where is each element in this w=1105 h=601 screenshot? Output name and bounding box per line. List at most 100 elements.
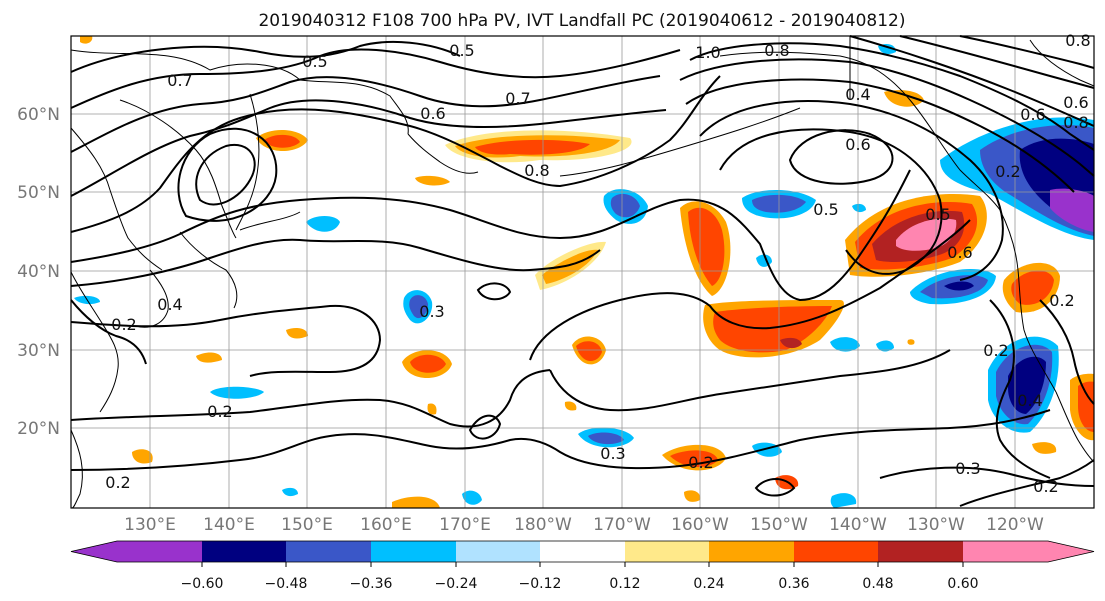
positive-anomaly-160w (680, 201, 731, 296)
contour-line (689, 42, 1095, 151)
contour-line (959, 35, 1095, 69)
positive-anomaly-small-11 (907, 339, 915, 345)
positive-anomaly-gulf-north (884, 90, 924, 107)
contour-label: 0.8 (1065, 31, 1090, 50)
contour-label: 0.2 (105, 473, 130, 492)
lat-label: 30°N (17, 341, 60, 361)
contour-label: 0.6 (1063, 93, 1088, 112)
coastline-aleutian-east (559, 107, 801, 177)
colorbar-tick-label: 0.24 (693, 576, 724, 592)
contour-label: 0.6 (947, 243, 972, 262)
contour-label: 0.2 (111, 315, 136, 334)
contour-label: 0.5 (449, 41, 474, 60)
contour-line (1039, 299, 1095, 405)
colorbar-segment (202, 541, 286, 562)
positive-anomaly-corner (80, 36, 93, 44)
positive-anomaly-small-9 (564, 401, 577, 411)
map-frame (70, 35, 1095, 509)
positive-anomaly-150w-south (572, 336, 606, 365)
colorbar: −0.60 −0.48 −0.36 −0.24 −0.12 0.12 0.24 … (70, 540, 1095, 592)
contour-line (70, 40, 461, 73)
longitude-labels: 130°E 140°E 150°E 160°E 170°E 180°W 170°… (124, 515, 1044, 535)
coastline-kuril (239, 211, 301, 231)
map-panel: 0.5 0.7 0.5 0.6 0.7 1.0 0.8 0.8 0.4 0.6 … (70, 31, 1095, 509)
contour-line (788, 129, 894, 185)
contour-label: 0.4 (845, 85, 870, 104)
contour-label: 0.7 (505, 89, 530, 108)
negative-anomaly-subtropical-east (988, 336, 1059, 433)
lat-label: 50°N (17, 183, 60, 203)
contour-label: 0.2 (688, 453, 713, 472)
colorbar-tick-label: −0.60 (181, 576, 224, 592)
positive-anomaly-west-coast (1002, 262, 1060, 313)
lon-label: 120°W (986, 515, 1044, 535)
contour-line (70, 75, 661, 153)
colorbar-segment (794, 541, 878, 562)
contour-line (719, 128, 943, 275)
coastline-philippines (70, 429, 83, 509)
colorbar-max-extension (1048, 541, 1094, 562)
colorbar-tick-label: 0.48 (862, 576, 893, 592)
colorbar-segment (540, 541, 625, 562)
contour-line (879, 466, 1095, 487)
contour-line (70, 409, 1051, 471)
contour-label: 0.8 (1063, 113, 1088, 132)
lon-label: 160°E (360, 515, 412, 535)
lat-label: 60°N (17, 105, 60, 125)
lon-label: 130°E (124, 515, 176, 535)
positive-anomaly-small-4 (427, 403, 437, 415)
contour-label: 0.3 (955, 459, 980, 478)
lat-label: 20°N (17, 419, 60, 439)
colorbar-tick-label: −0.36 (350, 576, 393, 592)
colorbar-segment (456, 541, 540, 562)
contour-line (70, 48, 681, 109)
lon-label: 170°E (439, 515, 491, 535)
colorbar-tick-label: −0.24 (435, 576, 478, 592)
contour-line (989, 299, 1051, 479)
colorbar-outline (70, 540, 1095, 563)
colorbar-tick-label: 0.36 (778, 576, 809, 592)
colorbar-segment (286, 541, 371, 562)
lon-label: 150°W (750, 515, 808, 535)
contour-line (195, 143, 256, 206)
contour-label: 0.8 (764, 41, 789, 60)
colorbar-segment (625, 541, 709, 562)
contour-line (899, 35, 1095, 89)
pv-contours (70, 35, 1095, 507)
coastline-japan-north (179, 231, 238, 309)
positive-anomaly-small-7 (684, 490, 701, 502)
contour-label: 0.2 (995, 162, 1020, 181)
contour-label: 0.2 (1033, 477, 1058, 496)
contour-label: 0.6 (845, 135, 870, 154)
contour-label: 0.5 (302, 52, 327, 71)
contour-label: 0.6 (420, 104, 445, 123)
negative-anomaly-small-7 (462, 490, 482, 505)
contour-label: 0.4 (157, 295, 182, 314)
colorbar-segment (371, 541, 456, 562)
lon-label: 140°W (829, 515, 887, 535)
contour-label: 0.5 (925, 205, 950, 224)
contour-line (70, 99, 667, 197)
colorbar-segment (963, 541, 1048, 562)
contour-line (476, 282, 512, 301)
coastline-manchuria (70, 127, 163, 271)
contour-label: 1.0 (695, 43, 720, 62)
contour-line (754, 478, 796, 497)
negative-anomaly-small-2 (210, 386, 264, 399)
coastline-mexico (1055, 391, 1095, 463)
colorbar-min-extension (71, 541, 117, 562)
negative-anomaly-dateline-south (578, 427, 634, 448)
contour-line (70, 238, 601, 287)
colorbar-segment (878, 541, 963, 562)
negative-anomaly-small-1 (306, 216, 340, 232)
latitude-labels: 60°N 50°N 40°N 30°N 20°N (17, 105, 60, 439)
contour-label: 0.3 (419, 302, 444, 321)
coastline-aleutian-west (407, 133, 479, 174)
coastline-okhotsk-west (119, 99, 237, 239)
contour-label: 0.7 (167, 71, 192, 90)
lon-label: 140°E (203, 515, 255, 535)
figure-title: 2019040312 F108 700 hPa PV, IVT Landfall… (258, 11, 905, 31)
lon-label: 130°W (907, 515, 965, 535)
positive-anomaly-165e (402, 350, 452, 378)
contour-line (70, 75, 721, 233)
